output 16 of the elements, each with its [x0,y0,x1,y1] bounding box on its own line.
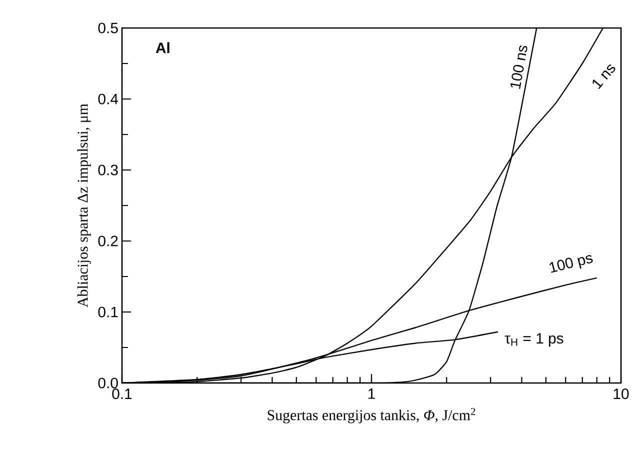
text: 100 ps [550,255,593,273]
x-tick-label: 1 [368,388,375,399]
text: 1 ns [592,64,616,90]
annotation: Al [156,42,170,53]
y-tick-label: 0.0 [98,378,118,388]
y-tick-label: 0.1 [98,306,118,318]
y-axis-title: Abliacijos sparta Δz impulsui, μm [77,104,91,308]
x-tick-label: 10 [614,388,629,400]
x-tick-label: 0.1 [112,388,132,400]
y-tick-label: 0.2 [98,236,118,246]
y-tick-label: 0.5 [98,22,118,34]
y-tick-label: 0.3 [98,164,118,176]
text: 100 ns [510,45,528,89]
x-axis-title: Sugertas energijos tankis, Φ, J/cm$^{2}$ [268,408,476,424]
series-label: τ$_{H}$ = 1 ps [504,333,564,347]
y-tick-label: 0.4 [98,94,118,104]
